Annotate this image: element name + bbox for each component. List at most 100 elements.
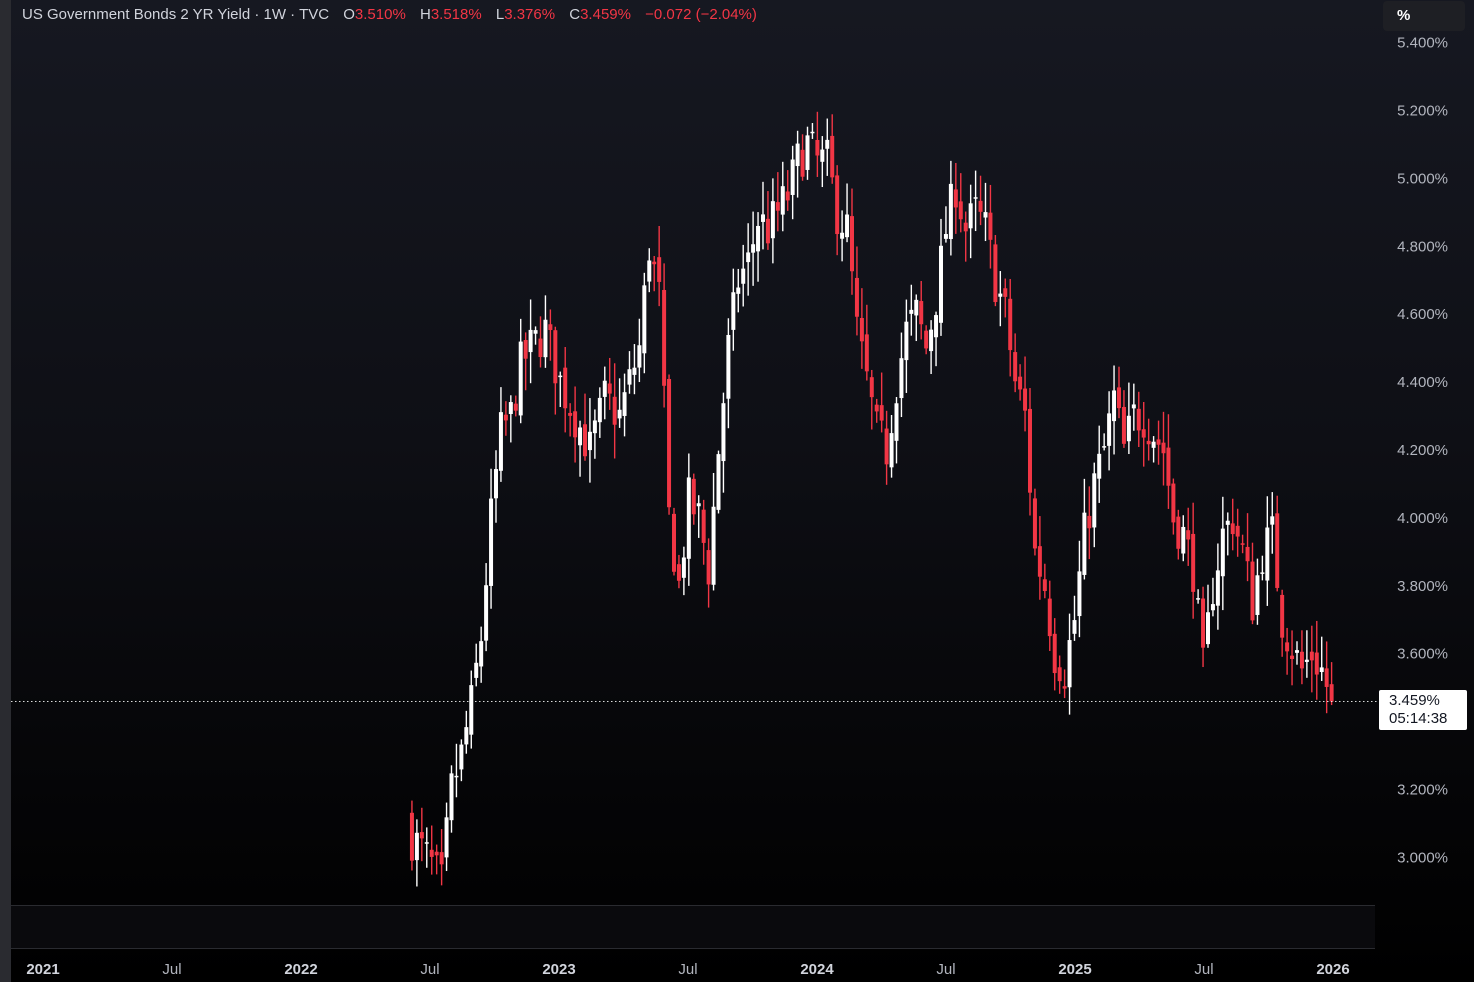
candle-body <box>681 557 686 578</box>
candle-body <box>429 849 434 857</box>
candle-body <box>647 260 652 282</box>
candle-body <box>1018 376 1023 390</box>
candle-body <box>691 478 696 515</box>
candle-body <box>1013 352 1018 382</box>
low-label: L <box>495 6 505 23</box>
candle-body <box>1225 520 1230 525</box>
candle-body <box>637 345 642 368</box>
candle-body <box>849 216 854 272</box>
symbol-legend: US Government Bonds 2 YR Yield · 1W · TV… <box>22 6 757 23</box>
candle-body <box>840 232 845 239</box>
candle-body <box>1255 575 1260 615</box>
price-tick-label: 3.800% <box>1397 578 1448 595</box>
candle-body <box>1062 686 1067 689</box>
candle-body <box>929 329 934 352</box>
candle-body <box>953 189 958 208</box>
candle-body <box>592 420 597 434</box>
candle-body <box>879 405 884 421</box>
candle-body <box>1290 655 1295 659</box>
price-tick-label: 4.400% <box>1397 374 1448 391</box>
candle-body <box>934 315 939 338</box>
candle-body <box>790 159 795 195</box>
price-tick-label: 4.000% <box>1397 510 1448 527</box>
high-label: H <box>419 6 431 23</box>
candle-body <box>805 135 810 170</box>
candle-body <box>439 852 444 865</box>
candle-body <box>518 341 523 416</box>
candle-body <box>830 135 835 178</box>
time-tick-label: 2026 <box>1316 961 1349 978</box>
candle-body <box>1294 650 1299 653</box>
candle-body <box>765 218 770 244</box>
candle-body <box>909 309 914 314</box>
candle-body <box>810 131 815 134</box>
candle-body <box>513 403 518 411</box>
time-tick-label: 2023 <box>542 961 575 978</box>
candle-body <box>1176 516 1181 549</box>
candle-body <box>617 409 622 419</box>
candle-body <box>1324 668 1329 687</box>
candle-body <box>1067 640 1072 688</box>
candle-body <box>627 369 632 385</box>
candle-body <box>978 200 983 212</box>
candle-body <box>815 139 820 156</box>
candle-body <box>1161 442 1166 454</box>
candle-body <box>1171 483 1176 523</box>
candle-body <box>1092 473 1097 528</box>
open-label: O <box>343 6 355 23</box>
candle-body <box>864 334 869 372</box>
candle-body <box>652 261 657 265</box>
candle-body <box>973 197 978 199</box>
scale-unit-label: % <box>1397 7 1411 24</box>
candle-body <box>1102 446 1107 448</box>
change-value: −0.072 (−2.04%) <box>645 6 757 23</box>
candle-body <box>1141 429 1146 438</box>
candle-body <box>711 506 716 585</box>
candle-body <box>582 424 587 457</box>
candle-body <box>835 175 840 235</box>
candle-body <box>1136 408 1141 431</box>
candle-body <box>1270 516 1275 525</box>
candle-body <box>533 330 538 334</box>
price-tick-label: 4.200% <box>1397 442 1448 459</box>
candle-body <box>1240 543 1245 545</box>
candle-body <box>1008 298 1013 351</box>
candle-body <box>662 289 667 386</box>
candle-body <box>938 245 943 323</box>
candle-body <box>696 503 701 507</box>
candle-body <box>943 234 948 239</box>
candle-body <box>1304 659 1309 662</box>
candle-body <box>676 564 681 581</box>
candle-body <box>424 842 429 844</box>
candle-body <box>1230 523 1235 535</box>
candle-body <box>741 268 746 284</box>
candle-body <box>993 244 998 303</box>
candle-body <box>1191 533 1196 592</box>
scale-unit-button[interactable]: % <box>1383 1 1465 31</box>
candle-body <box>1107 413 1112 446</box>
candle-body <box>1314 652 1319 675</box>
time-axis[interactable]: 2021 Jul 2022 Jul 2023 Jul 2024 Jul 2025 Jul 2026 <box>26 961 1349 978</box>
candle-body <box>1072 620 1077 634</box>
candle-body <box>573 411 578 438</box>
candle-body <box>1042 579 1047 592</box>
price-axis[interactable]: 5.400% 5.200% 5.000% 4.800% 4.600% 4.400% 4.20… <box>1397 35 1448 867</box>
candle-body <box>503 414 508 421</box>
candle-body <box>1037 546 1042 577</box>
candle-body <box>484 585 489 641</box>
candle-body <box>1235 525 1240 537</box>
candle-body <box>1097 453 1102 479</box>
candle-body <box>1131 404 1136 409</box>
candle-body <box>731 292 736 330</box>
candle-body <box>958 201 963 220</box>
candle-body <box>1057 667 1062 682</box>
candle-body <box>686 477 691 559</box>
price-tick-label: 3.600% <box>1397 646 1448 663</box>
candle-body <box>1121 406 1126 444</box>
candle-body <box>721 403 726 462</box>
candle-body <box>642 285 647 354</box>
time-tick-label: Jul <box>936 961 955 978</box>
symbol-title: US Government Bonds 2 YR Yield · 1W · TV… <box>22 6 330 23</box>
open-value: 3.510% <box>354 6 406 23</box>
